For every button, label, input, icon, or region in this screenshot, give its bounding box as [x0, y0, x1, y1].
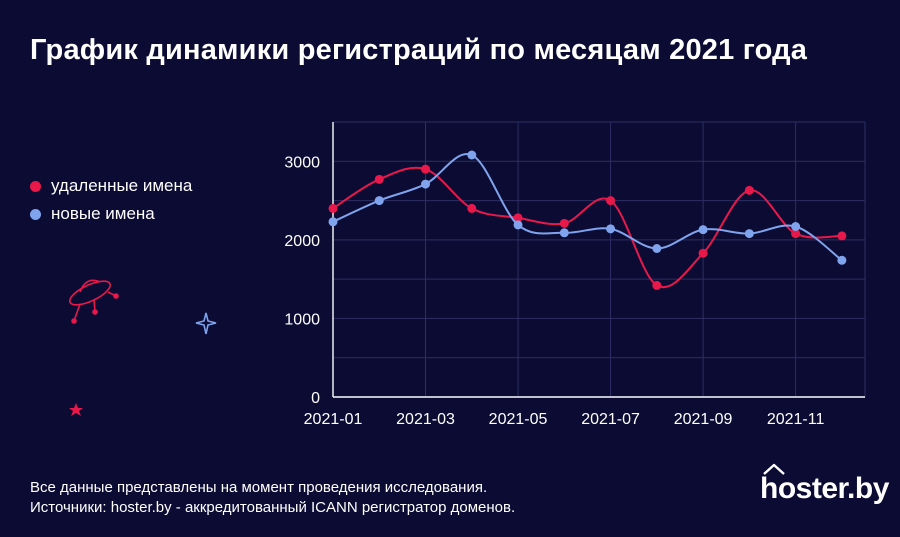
x-tick-label: 2021-03	[396, 411, 455, 428]
data-point-deleted	[698, 248, 708, 258]
data-point-new	[837, 255, 847, 265]
data-point-new	[467, 150, 477, 160]
y-tick-label: 0	[311, 390, 320, 407]
data-point-new	[421, 179, 431, 189]
data-point-new	[791, 222, 801, 231]
chart-series	[328, 150, 847, 290]
x-tick-label: 2021-09	[674, 411, 733, 428]
star-icon	[69, 403, 83, 416]
footer-line-1: Все данные представлены на момент провед…	[30, 479, 488, 496]
legend-label-deleted: удаленные имена	[51, 176, 193, 195]
legend-label-new: новые имена	[51, 204, 155, 223]
data-point-deleted	[559, 218, 569, 228]
ufo-icon	[68, 279, 119, 324]
data-point-deleted	[467, 203, 477, 213]
data-point-deleted	[421, 164, 431, 174]
logo-text: hoster.by	[760, 472, 889, 505]
footer-note: Все данные представлены на момент провед…	[30, 478, 515, 518]
series-line-deleted	[332, 166, 842, 289]
data-point-deleted	[652, 280, 662, 290]
x-tick-label: 2021-01	[304, 411, 363, 428]
house-roof-icon	[763, 463, 785, 475]
y-tick-label: 3000	[284, 154, 320, 171]
data-point-deleted	[606, 196, 616, 206]
data-point-deleted	[328, 203, 338, 213]
y-tick-label: 2000	[284, 233, 320, 250]
data-point-new	[328, 217, 338, 227]
legend-marker-new	[30, 208, 41, 220]
footer-line-2: Источники: hoster.by - аккредитованный I…	[30, 499, 516, 516]
data-point-deleted	[837, 231, 847, 241]
data-point-new	[652, 244, 662, 253]
x-tick-label: 2021-07	[581, 411, 640, 428]
y-tick-label: 1000	[284, 311, 320, 328]
data-point-new	[698, 225, 708, 235]
legend: удаленные имена новые имена	[30, 172, 192, 228]
x-tick-label: 2021-05	[489, 411, 548, 428]
legend-item-deleted: удаленные имена	[30, 172, 192, 200]
chart-axes: 0 1000 2000 3000 2021-01 2021-03 2021-05 2021-0…	[284, 122, 865, 428]
legend-item-new: новые имена	[30, 200, 192, 228]
chart-grid	[333, 121, 866, 397]
data-point-new	[744, 229, 754, 239]
data-point-new	[374, 196, 384, 206]
x-tick-label: 2021-11	[767, 411, 825, 428]
chart-title: График динамики регистраций по месяцам 2…	[30, 34, 808, 66]
hoster-logo: hoster.by	[760, 463, 889, 506]
data-point-deleted	[744, 185, 754, 195]
data-point-deleted	[374, 174, 384, 184]
data-point-deleted	[513, 213, 523, 223]
sparkle-icon	[195, 312, 217, 335]
data-point-new	[606, 224, 616, 234]
data-point-new	[513, 220, 523, 230]
data-point-new	[559, 228, 569, 238]
data-point-deleted	[791, 229, 801, 239]
legend-marker-deleted	[30, 180, 41, 192]
